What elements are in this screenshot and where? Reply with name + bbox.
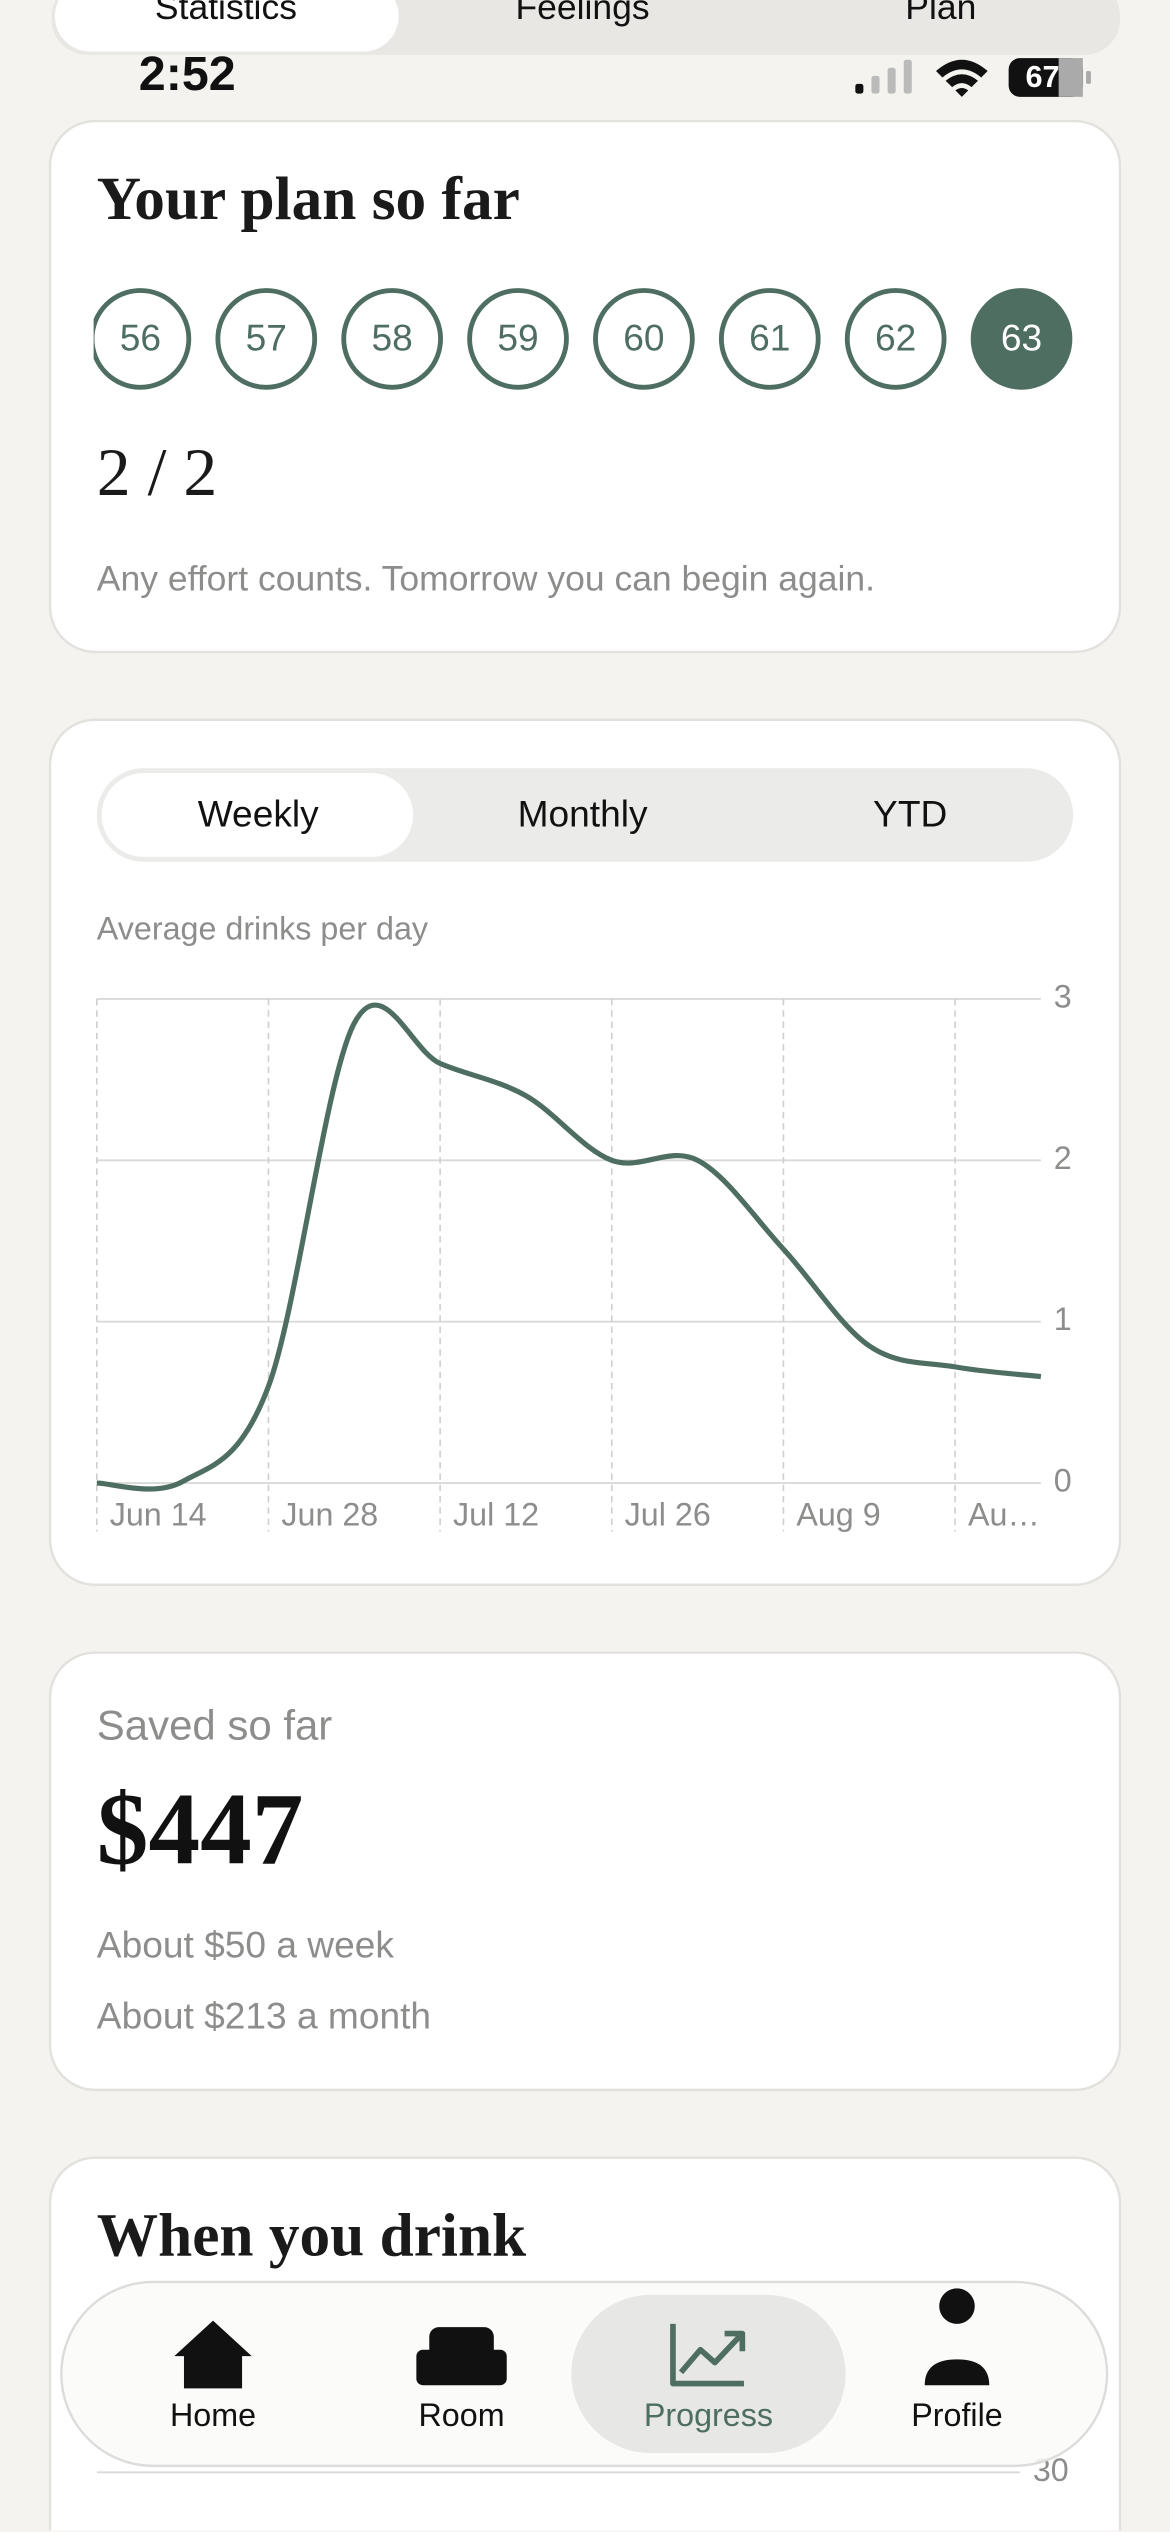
- x-tick-label: Au…: [968, 1497, 1040, 1533]
- tab-bar-items: Home Room Progress Profile: [170, 2288, 1003, 2453]
- day-row: 56 57 58 59 60 61 62 63: [92, 288, 1073, 390]
- signal-bar: [903, 59, 912, 94]
- line-chart: 0 1 2 3 Jun 14 Jun 28 Jul 12 Jul 26 Aug 9 Au…: [96, 978, 1072, 1533]
- top-tabs: Statistics Feelings Plan: [51, 0, 1120, 55]
- period-selected: [101, 773, 414, 857]
- day-circle[interactable]: [92, 288, 192, 390]
- day-circle[interactable]: [593, 288, 695, 390]
- chart-title: Average drinks per day: [97, 911, 429, 947]
- plan-card: [48, 119, 1122, 654]
- x-tick-label: Jun 28: [281, 1497, 378, 1533]
- signal-bar: [887, 67, 896, 94]
- battery-tip: [1086, 71, 1091, 84]
- day-circle[interactable]: [718, 288, 821, 390]
- period-label[interactable]: Monthly: [518, 792, 648, 834]
- savings-monthly: About $213 a month: [97, 1995, 431, 2037]
- tab-icon: [416, 2327, 507, 2386]
- savings-label: Saved so far: [97, 1701, 332, 1748]
- day-number: 59: [497, 316, 538, 358]
- tab-label[interactable]: Statistics: [155, 0, 297, 27]
- y-tick-label: 0: [1054, 1463, 1072, 1499]
- day-circle[interactable]: [341, 288, 443, 390]
- x-tick-label: Jul 12: [453, 1497, 539, 1533]
- drink-title: When you drink: [97, 2202, 527, 2270]
- tab-label[interactable]: Home: [170, 2397, 256, 2433]
- day-number: 56: [120, 316, 161, 358]
- tab-label[interactable]: Profile: [911, 2397, 1002, 2433]
- period-selector: Weekly Monthly YTD: [101, 773, 947, 857]
- data-line: [96, 1002, 1042, 1492]
- tab-icon: [174, 2320, 252, 2389]
- day-number: 62: [875, 316, 916, 358]
- tab-icon: [670, 2323, 746, 2387]
- savings-card: [48, 1651, 1122, 2092]
- plan-message: Any effort counts. Tomorrow you can begi…: [97, 558, 875, 598]
- chart-card: [48, 718, 1122, 1586]
- tab-label[interactable]: Feelings: [515, 0, 649, 27]
- day-circle[interactable]: [970, 288, 1073, 390]
- day-number: 63: [1001, 316, 1042, 358]
- tab-selected: [54, 0, 399, 52]
- y-tick-label: 3: [1054, 978, 1072, 1014]
- day-number: 58: [372, 316, 413, 358]
- period-label[interactable]: YTD: [873, 792, 947, 834]
- status-time: 2:52: [139, 47, 236, 101]
- battery-empty: [1058, 58, 1083, 97]
- drink-chart: 30: [96, 2452, 1069, 2488]
- day-circle[interactable]: [844, 288, 947, 390]
- day-number: 57: [246, 316, 287, 358]
- period-label[interactable]: Weekly: [198, 792, 319, 834]
- tab-label[interactable]: Room: [419, 2397, 505, 2433]
- tab-label[interactable]: Progress: [644, 2397, 773, 2433]
- x-tick-label: Aug 9: [796, 1497, 880, 1533]
- tab-label[interactable]: Plan: [905, 0, 976, 27]
- x-tick-label: Jun 14: [110, 1497, 207, 1533]
- savings-amount: $447: [97, 1772, 304, 1886]
- tab-icon: [924, 2288, 990, 2386]
- signal-bar: [871, 75, 880, 94]
- battery-level: 67: [1025, 60, 1059, 94]
- savings-weekly: About $50 a week: [97, 1924, 395, 1966]
- tab-selected: [571, 2294, 846, 2453]
- y-tick-label: 2: [1054, 1140, 1072, 1176]
- day-number: 60: [623, 316, 664, 358]
- day-number: 61: [749, 316, 790, 358]
- plan-score: 2 / 2: [97, 435, 217, 510]
- status-icons: 67: [855, 58, 1091, 97]
- x-tick-label: Jul 26: [625, 1497, 711, 1533]
- day-circle[interactable]: [215, 288, 318, 390]
- y-tick-label: 1: [1054, 1301, 1072, 1337]
- signal-bar: [855, 83, 864, 94]
- day-circle[interactable]: [467, 288, 569, 390]
- plan-title: Your plan so far: [97, 165, 520, 233]
- wifi-icon: [936, 59, 988, 97]
